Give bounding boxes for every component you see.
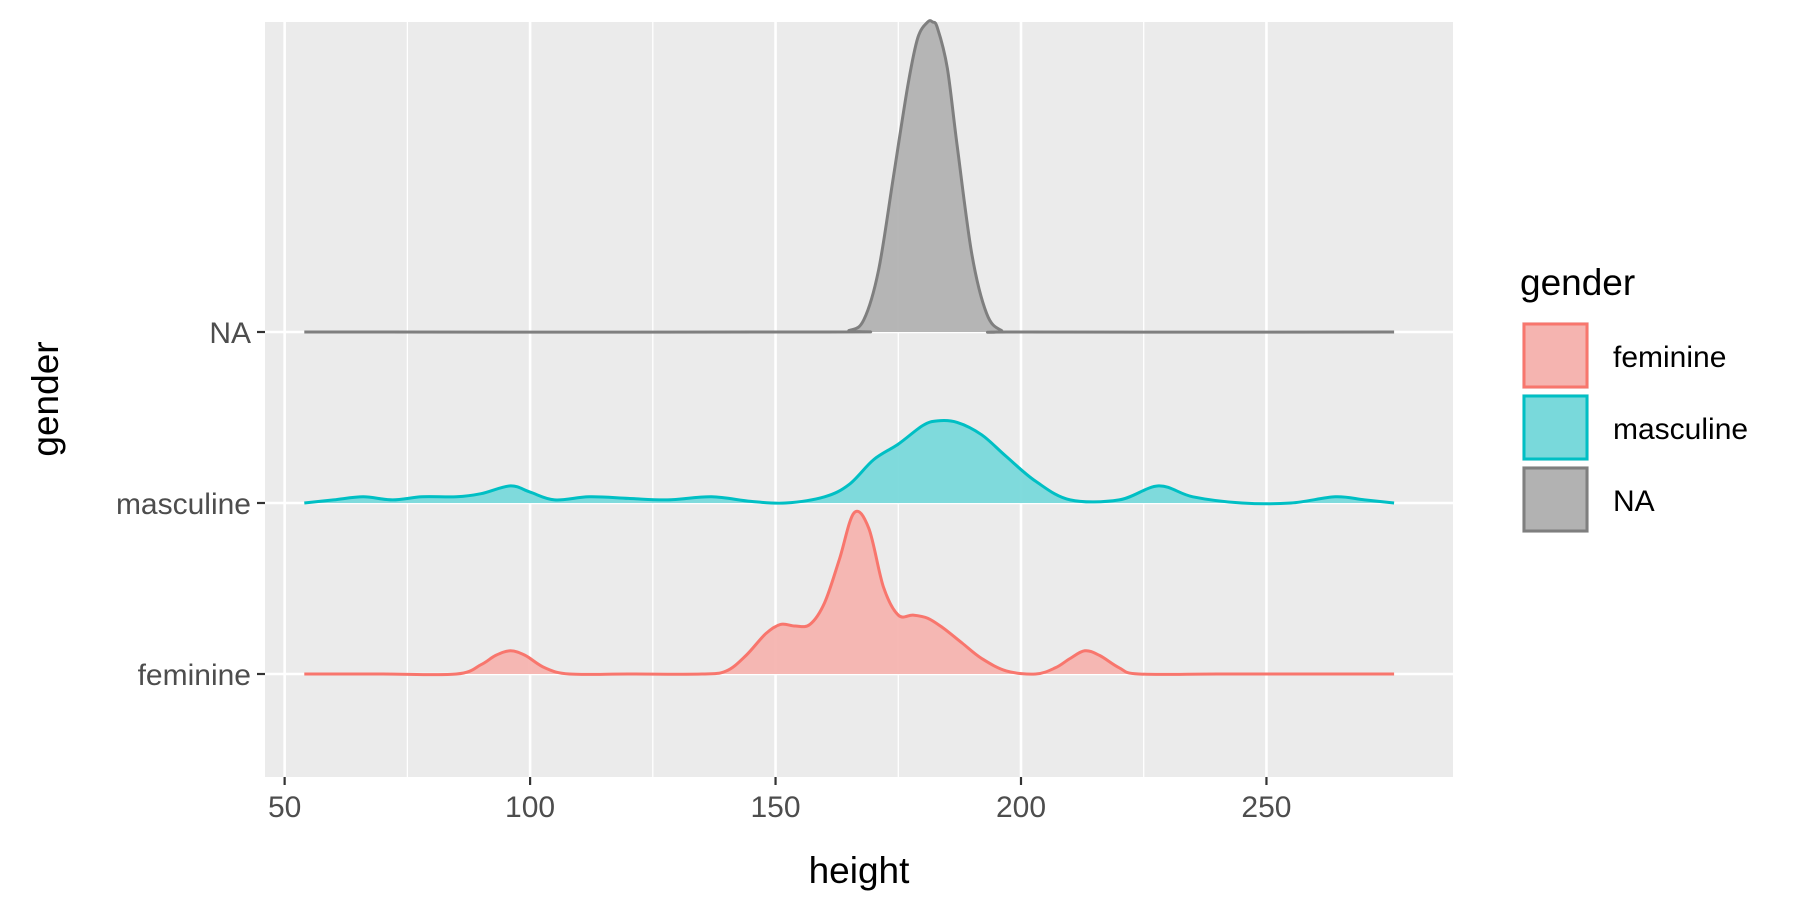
- x-tick-label: 200: [996, 791, 1046, 824]
- legend-title: gender: [1520, 262, 1635, 303]
- legend-swatch-na: [1522, 466, 1589, 533]
- y-tick-label: masculine: [116, 488, 251, 521]
- ridge-area-masculine: [304, 420, 1395, 504]
- ridge-line-masculine: [304, 419, 1395, 506]
- x-tick-label: 250: [1241, 791, 1291, 824]
- ridge-line-feminine: [304, 509, 1395, 677]
- legend: gender feminine masculine NA: [1520, 262, 1748, 533]
- axes: 50 100 150 200 250 feminine masculine NA: [116, 317, 1292, 824]
- y-axis-title: gender: [25, 341, 66, 456]
- legend-swatch-masculine: [1522, 394, 1589, 461]
- legend-swatch-feminine: [1522, 322, 1589, 389]
- y-tick-label: feminine: [138, 659, 251, 692]
- legend-label-feminine: feminine: [1613, 341, 1726, 374]
- legend-label-masculine: masculine: [1613, 413, 1748, 446]
- x-tick-label: 150: [751, 791, 801, 824]
- legend-entries: feminine masculine NA: [1522, 322, 1748, 533]
- x-tick-label: 100: [505, 791, 555, 824]
- x-axis-title: height: [809, 850, 911, 891]
- y-tick-label: NA: [209, 317, 251, 350]
- legend-label-na: NA: [1613, 485, 1655, 518]
- ridges: [304, 19, 1395, 677]
- ridge-line-na: [304, 19, 1395, 334]
- x-tick-label: 50: [268, 791, 301, 824]
- ridge-area-feminine: [304, 511, 1395, 675]
